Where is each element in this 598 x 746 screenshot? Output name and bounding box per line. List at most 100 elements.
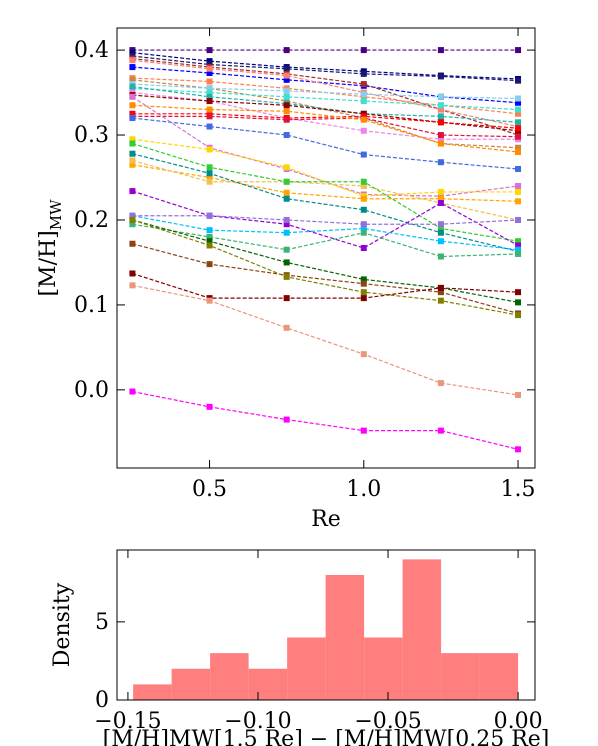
point bbox=[206, 146, 213, 153]
y-axis-label: [M/H]MW bbox=[36, 199, 65, 297]
bar bbox=[171, 668, 211, 700]
point bbox=[515, 299, 522, 306]
point bbox=[129, 161, 136, 168]
point bbox=[437, 136, 444, 143]
point bbox=[129, 150, 136, 157]
series-line bbox=[132, 215, 519, 225]
point bbox=[283, 178, 290, 185]
point bbox=[129, 282, 136, 289]
point bbox=[206, 242, 213, 249]
point bbox=[129, 240, 136, 247]
point bbox=[129, 140, 136, 147]
point bbox=[206, 89, 213, 96]
point bbox=[515, 77, 522, 84]
point bbox=[360, 81, 367, 88]
point bbox=[515, 446, 522, 453]
y-tick-label: 0.3 bbox=[74, 123, 109, 148]
point bbox=[283, 195, 290, 202]
point bbox=[437, 195, 444, 202]
point bbox=[360, 229, 367, 236]
series-line bbox=[132, 284, 519, 396]
y-tick-label: 0 bbox=[95, 688, 109, 713]
point bbox=[515, 312, 522, 319]
point bbox=[360, 280, 367, 287]
point bbox=[437, 140, 444, 147]
point bbox=[283, 295, 290, 302]
point bbox=[129, 388, 136, 395]
point bbox=[129, 270, 136, 277]
point bbox=[360, 221, 367, 228]
point bbox=[283, 102, 290, 109]
point bbox=[206, 297, 213, 304]
point bbox=[206, 261, 213, 268]
point bbox=[360, 151, 367, 158]
point bbox=[437, 113, 444, 120]
point bbox=[437, 188, 444, 195]
point bbox=[515, 119, 522, 126]
bar bbox=[441, 653, 480, 700]
x-axis-label: [M/H]MW[1.5 Re] − [M/H]MW[0.25 Re] bbox=[103, 727, 550, 746]
point bbox=[360, 276, 367, 283]
point bbox=[360, 91, 367, 98]
axes-frame bbox=[116, 549, 536, 701]
point bbox=[360, 116, 367, 123]
point bbox=[206, 47, 213, 54]
point bbox=[437, 229, 444, 236]
point bbox=[437, 47, 444, 54]
point bbox=[206, 123, 213, 130]
point bbox=[360, 47, 367, 54]
y-tick-label: 0.1 bbox=[74, 293, 109, 318]
point bbox=[206, 164, 213, 171]
point bbox=[437, 238, 444, 245]
point bbox=[206, 212, 213, 219]
point bbox=[515, 149, 522, 156]
bar bbox=[364, 637, 403, 700]
point bbox=[206, 98, 213, 105]
point bbox=[515, 182, 522, 189]
series-line bbox=[132, 219, 519, 303]
point bbox=[515, 133, 522, 140]
point bbox=[437, 225, 444, 232]
point bbox=[515, 391, 522, 398]
series-line bbox=[132, 190, 519, 249]
point bbox=[206, 106, 213, 113]
series-line bbox=[132, 243, 519, 314]
y-tick-label: 5 bbox=[95, 610, 109, 635]
series-line bbox=[132, 113, 519, 129]
point bbox=[206, 70, 213, 77]
point bbox=[360, 245, 367, 251]
point bbox=[206, 58, 213, 65]
series-line bbox=[132, 87, 519, 111]
y-tick-label: 0.0 bbox=[74, 378, 109, 403]
point bbox=[437, 93, 444, 100]
point bbox=[515, 110, 522, 117]
point bbox=[437, 289, 444, 296]
point bbox=[360, 70, 367, 77]
y-tick-label: 0.2 bbox=[74, 208, 109, 233]
point bbox=[206, 78, 213, 85]
point bbox=[283, 132, 290, 139]
point bbox=[129, 83, 136, 90]
point bbox=[437, 284, 444, 291]
point bbox=[129, 136, 136, 143]
series-line bbox=[132, 138, 519, 197]
series-line bbox=[132, 115, 519, 138]
series-line bbox=[132, 390, 519, 450]
point bbox=[129, 216, 136, 223]
bar bbox=[287, 637, 326, 700]
point bbox=[360, 127, 367, 134]
point bbox=[283, 221, 290, 228]
x-tick-label: −0.15 bbox=[94, 709, 161, 734]
point bbox=[129, 221, 136, 228]
point bbox=[129, 115, 136, 122]
point bbox=[283, 216, 290, 223]
point bbox=[515, 106, 522, 113]
point bbox=[437, 380, 444, 387]
point bbox=[515, 125, 522, 132]
point bbox=[129, 212, 136, 219]
bar bbox=[248, 668, 288, 700]
point bbox=[206, 233, 213, 240]
point bbox=[515, 47, 522, 54]
y-axis-label-sub: MW bbox=[47, 199, 65, 230]
point bbox=[360, 225, 367, 232]
